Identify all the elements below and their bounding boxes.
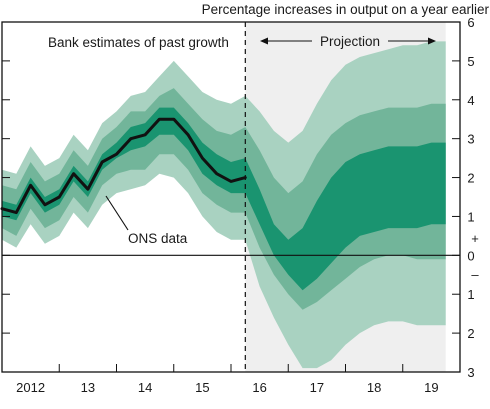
- ons-data-pointer: [105, 195, 129, 231]
- past-growth-label: Bank estimates of past growth: [48, 35, 229, 50]
- y-tick-label: 5: [467, 54, 474, 69]
- y-tick-label: 0: [467, 248, 474, 263]
- x-tick-label: 19: [424, 380, 438, 395]
- plus-sign: +: [471, 231, 479, 246]
- ons-data-line: [0, 117, 247, 215]
- y-tick-label: 1: [467, 287, 474, 302]
- x-tick-label: 2012: [16, 380, 45, 395]
- y-axis-labels: 6 5 4 3 2 1 0 1 2 3: [467, 15, 474, 380]
- chart-title: Percentage increases in output on a year…: [202, 2, 490, 17]
- fan-band-inner: [2, 107, 446, 291]
- y-tick-label: 6: [467, 15, 474, 30]
- fan-bands: [2, 41, 446, 369]
- y-tick-label: 1: [467, 209, 474, 224]
- projection-arrow: [260, 37, 436, 45]
- y-tick-label: 2: [467, 171, 474, 186]
- x-tick-label: 14: [138, 380, 152, 395]
- x-axis-labels: 2012 13 14 15 16 17 18 19: [16, 380, 438, 395]
- axis-ticks: [1, 21, 461, 373]
- ons-data-label: ONS data: [128, 231, 188, 246]
- y-tick-label: 4: [467, 93, 474, 108]
- y-tick-label: 3: [467, 365, 474, 380]
- x-tick-label: 18: [367, 380, 381, 395]
- y-tick-label: 3: [467, 132, 474, 147]
- x-tick-label: 15: [195, 380, 209, 395]
- projection-label: Projection: [320, 34, 380, 49]
- x-tick-label: 17: [310, 380, 324, 395]
- x-tick-label: 13: [81, 380, 95, 395]
- y-tick-label: 2: [467, 326, 474, 341]
- minus-sign: –: [471, 267, 479, 282]
- x-tick-label: 16: [252, 380, 266, 395]
